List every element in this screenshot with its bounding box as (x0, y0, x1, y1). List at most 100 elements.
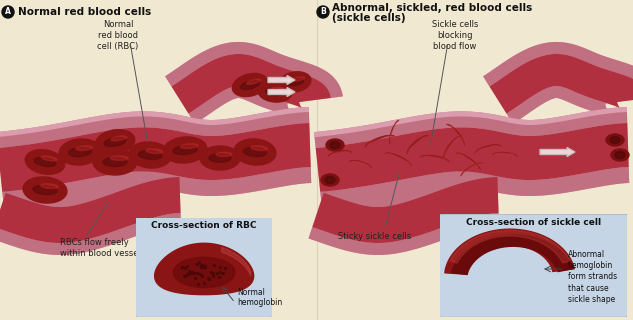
Polygon shape (0, 123, 311, 192)
Ellipse shape (321, 174, 339, 186)
FancyArrow shape (268, 87, 295, 97)
Ellipse shape (292, 77, 304, 81)
Polygon shape (6, 165, 179, 207)
Ellipse shape (232, 73, 268, 97)
Ellipse shape (76, 146, 92, 150)
Ellipse shape (611, 149, 629, 161)
Polygon shape (314, 107, 627, 137)
Ellipse shape (23, 177, 67, 203)
Polygon shape (389, 120, 399, 144)
Text: B: B (320, 7, 326, 17)
Polygon shape (320, 167, 629, 208)
Polygon shape (483, 42, 633, 124)
Ellipse shape (41, 184, 58, 188)
Polygon shape (0, 107, 310, 148)
Ellipse shape (59, 139, 101, 165)
Text: Abnormal
hemoglobin
form strands
that cause
sickle shape: Abnormal hemoglobin form strands that ca… (568, 250, 617, 304)
Polygon shape (0, 177, 180, 243)
Polygon shape (0, 107, 309, 137)
Polygon shape (323, 165, 498, 207)
Polygon shape (314, 107, 629, 208)
Polygon shape (461, 163, 483, 177)
Text: RBCs flow freely
within blood vessel: RBCs flow freely within blood vessel (60, 238, 141, 258)
Ellipse shape (129, 142, 171, 168)
FancyArrow shape (268, 76, 295, 84)
Ellipse shape (173, 145, 197, 155)
Polygon shape (452, 235, 573, 275)
Ellipse shape (95, 130, 135, 154)
Text: Normal
red blood
cell (RBC): Normal red blood cell (RBC) (97, 20, 139, 51)
Ellipse shape (330, 141, 340, 148)
FancyBboxPatch shape (135, 216, 273, 318)
Polygon shape (165, 42, 343, 98)
Ellipse shape (103, 157, 127, 166)
Polygon shape (316, 123, 629, 192)
Ellipse shape (234, 139, 276, 165)
Ellipse shape (93, 149, 137, 175)
Polygon shape (189, 86, 303, 124)
Text: Cross-section of sickle cell: Cross-section of sickle cell (466, 218, 601, 227)
Ellipse shape (610, 137, 620, 143)
Ellipse shape (325, 177, 335, 183)
Polygon shape (314, 107, 627, 148)
Polygon shape (420, 155, 450, 163)
Polygon shape (456, 153, 480, 171)
Polygon shape (474, 144, 501, 154)
Ellipse shape (111, 156, 128, 160)
Polygon shape (506, 86, 620, 124)
Circle shape (2, 6, 14, 18)
Polygon shape (0, 107, 311, 208)
Ellipse shape (247, 79, 261, 84)
Polygon shape (312, 177, 499, 243)
Polygon shape (450, 230, 570, 263)
Text: Sickle cells
blocking
blood flow: Sickle cells blocking blood flow (432, 20, 478, 51)
Text: Sticky sickle cells: Sticky sickle cells (339, 232, 411, 241)
Polygon shape (165, 42, 343, 124)
Polygon shape (0, 165, 181, 255)
Text: Cross-section of RBC: Cross-section of RBC (151, 221, 257, 230)
Ellipse shape (279, 72, 311, 92)
Polygon shape (173, 257, 235, 288)
Ellipse shape (241, 81, 260, 90)
Polygon shape (308, 165, 499, 255)
Ellipse shape (244, 147, 266, 157)
Ellipse shape (266, 88, 284, 96)
Polygon shape (348, 160, 372, 168)
Polygon shape (154, 243, 254, 295)
Ellipse shape (33, 185, 57, 195)
Ellipse shape (111, 136, 127, 141)
Polygon shape (443, 136, 460, 159)
Polygon shape (492, 152, 518, 157)
Polygon shape (328, 150, 353, 157)
Polygon shape (172, 54, 331, 114)
Ellipse shape (200, 146, 240, 170)
Polygon shape (0, 213, 181, 255)
Text: (sickle cells): (sickle cells) (332, 13, 406, 23)
Polygon shape (365, 135, 395, 148)
Ellipse shape (34, 157, 56, 166)
Polygon shape (308, 213, 499, 255)
Ellipse shape (286, 78, 304, 86)
Ellipse shape (209, 154, 231, 162)
Ellipse shape (326, 139, 344, 151)
Ellipse shape (606, 134, 624, 146)
Text: A: A (5, 7, 11, 17)
Text: Abnormal, sickled, red blood cells: Abnormal, sickled, red blood cells (332, 3, 532, 13)
Ellipse shape (41, 156, 57, 161)
Polygon shape (489, 54, 633, 114)
Circle shape (317, 6, 329, 18)
Polygon shape (384, 152, 411, 166)
Ellipse shape (258, 82, 292, 102)
Ellipse shape (25, 150, 65, 174)
Ellipse shape (139, 150, 161, 160)
Ellipse shape (180, 144, 198, 148)
Polygon shape (446, 124, 465, 146)
Polygon shape (445, 229, 574, 274)
Ellipse shape (615, 151, 625, 158)
Polygon shape (483, 42, 633, 98)
Ellipse shape (251, 146, 268, 150)
Ellipse shape (104, 138, 126, 147)
Ellipse shape (216, 152, 232, 156)
Ellipse shape (272, 87, 285, 91)
Polygon shape (3, 167, 311, 208)
